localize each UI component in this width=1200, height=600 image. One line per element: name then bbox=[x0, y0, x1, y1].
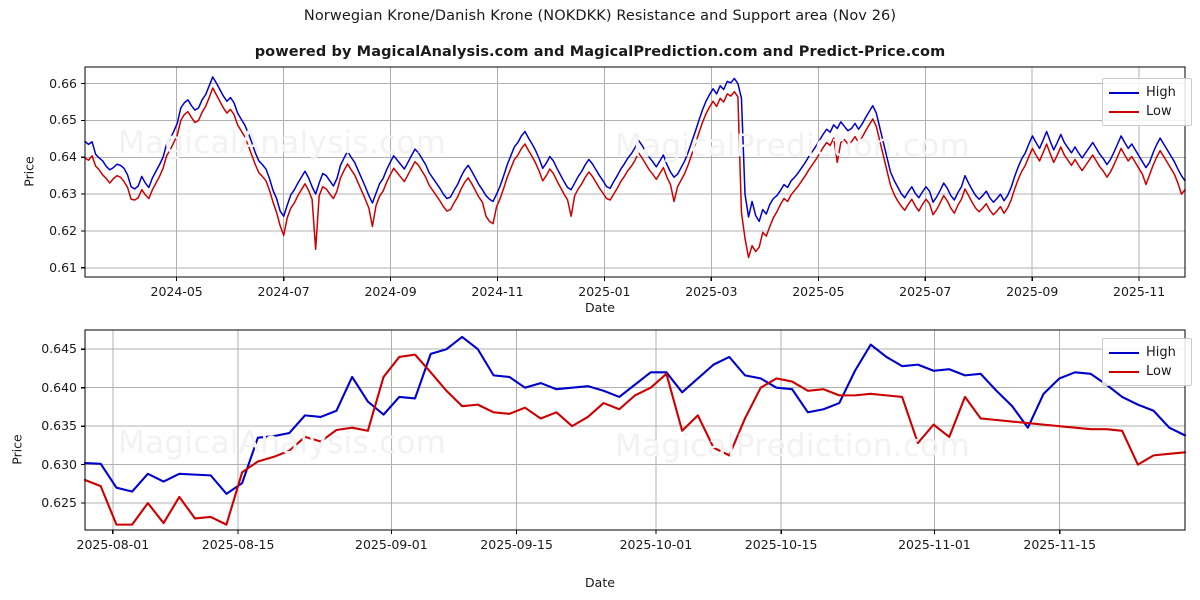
legend-row-low: Low bbox=[1109, 102, 1184, 121]
x-tick-label: 2025-01 bbox=[578, 284, 631, 299]
x-tick-label: 2025-09-15 bbox=[480, 537, 553, 552]
overview-x-axis-label: Date bbox=[585, 300, 615, 315]
x-tick-label: 2025-11-15 bbox=[1023, 537, 1097, 552]
legend-row-high: High bbox=[1109, 343, 1184, 362]
legend-label-low: Low bbox=[1146, 104, 1172, 119]
x-tick-label: 2025-10-01 bbox=[619, 537, 693, 552]
y-tick-label: 0.65 bbox=[49, 112, 77, 128]
x-tick-label: 2024-07 bbox=[257, 284, 310, 299]
legend-row-high: High bbox=[1109, 83, 1184, 102]
detail-chart-panel: MagicalAnalysis.com MagicalPrediction.co… bbox=[0, 320, 1200, 600]
y-tick-label: 0.640 bbox=[41, 379, 77, 395]
x-tick-label: 2025-07 bbox=[899, 284, 952, 299]
y-tick-label: 0.61 bbox=[49, 259, 77, 275]
page-subtitle: powered by MagicalAnalysis.com and Magic… bbox=[254, 44, 946, 60]
y-tick-label: 0.625 bbox=[41, 495, 77, 511]
x-tick-label: 2025-08-15 bbox=[201, 537, 275, 552]
x-tick-label: 2025-11-01 bbox=[898, 537, 971, 552]
x-tick-label: 2025-09 bbox=[1006, 284, 1059, 299]
legend-swatch-high bbox=[1109, 351, 1139, 354]
overview-legend: High Low bbox=[1102, 78, 1192, 126]
detail-legend: High Low bbox=[1102, 338, 1192, 386]
detail-x-axis-label: Date bbox=[585, 575, 615, 590]
y-tick-label: 0.630 bbox=[41, 456, 77, 472]
y-tick-label: 0.66 bbox=[49, 75, 77, 91]
x-tick-label: 2024-09 bbox=[364, 284, 417, 299]
y-tick-label: 0.62 bbox=[49, 222, 77, 238]
x-tick-label: 2025-09-01 bbox=[355, 537, 428, 552]
y-tick-label: 0.645 bbox=[41, 341, 77, 357]
legend-swatch-low bbox=[1109, 110, 1139, 113]
y-tick-label: 0.635 bbox=[41, 418, 77, 434]
legend-label-high: High bbox=[1146, 85, 1176, 100]
legend-label-high: High bbox=[1146, 345, 1176, 360]
page-title: Norwegian Krone/Danish Krone (NOKDKK) Re… bbox=[303, 8, 897, 24]
legend-label-low: Low bbox=[1146, 364, 1172, 379]
x-tick-label: 2025-10-15 bbox=[744, 537, 818, 552]
x-tick-label: 2024-11 bbox=[471, 284, 524, 299]
y-tick-label: 0.64 bbox=[49, 149, 77, 165]
overview-plot bbox=[81, 66, 1186, 281]
x-tick-label: 2025-08-01 bbox=[76, 537, 150, 552]
legend-swatch-high bbox=[1109, 91, 1139, 94]
x-tick-label: 2025-11 bbox=[1113, 284, 1166, 299]
x-tick-label: 2025-05 bbox=[792, 284, 845, 299]
y-tick-label: 0.63 bbox=[49, 186, 77, 202]
legend-row-low: Low bbox=[1109, 362, 1184, 381]
x-tick-label: 2025-03 bbox=[685, 284, 738, 299]
legend-swatch-low bbox=[1109, 370, 1139, 373]
detail-plot bbox=[81, 329, 1187, 534]
x-tick-label: 2024-05 bbox=[150, 284, 203, 299]
overview-chart-panel: MagicalAnalysis.com MagicalPrediction.co… bbox=[22, 66, 1192, 315]
